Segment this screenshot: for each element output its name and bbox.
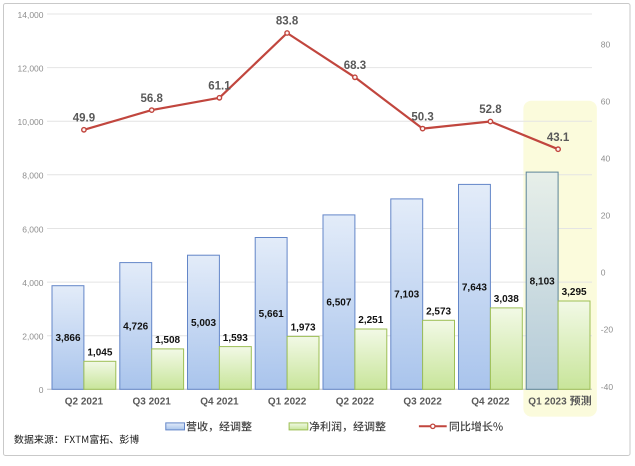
svg-text:60: 60	[601, 96, 611, 106]
svg-text:5,003: 5,003	[191, 318, 216, 329]
svg-text:8,000: 8,000	[22, 171, 44, 181]
svg-text:1,508: 1,508	[155, 335, 180, 346]
svg-text:12,000: 12,000	[18, 63, 44, 73]
svg-text:0: 0	[601, 268, 606, 278]
svg-text:2,251: 2,251	[358, 315, 383, 326]
svg-text:1,045: 1,045	[87, 348, 112, 359]
svg-text:6,507: 6,507	[326, 298, 351, 309]
svg-text:68.3: 68.3	[344, 60, 366, 72]
svg-text:7,643: 7,643	[462, 283, 487, 294]
svg-text:Q3 2022: Q3 2022	[403, 397, 442, 408]
svg-text:-20: -20	[601, 325, 614, 335]
svg-text:6,000: 6,000	[22, 224, 44, 234]
svg-text:10,000: 10,000	[18, 117, 44, 127]
svg-text:56.8: 56.8	[141, 93, 164, 105]
svg-text:Q4 2022: Q4 2022	[471, 397, 510, 408]
svg-text:Q2 2022: Q2 2022	[336, 397, 375, 408]
svg-text:-40: -40	[601, 382, 614, 392]
svg-text:61.1: 61.1	[208, 81, 231, 93]
svg-text:83.8: 83.8	[276, 16, 299, 28]
svg-text:1,973: 1,973	[291, 323, 316, 334]
svg-text:8,103: 8,103	[530, 276, 555, 287]
svg-text:43.1: 43.1	[547, 132, 570, 144]
svg-text:2,000: 2,000	[22, 332, 44, 342]
svg-text:3,866: 3,866	[55, 333, 80, 344]
svg-text:Q3 2021: Q3 2021	[133, 397, 172, 408]
svg-text:20: 20	[601, 211, 611, 221]
svg-text:50.3: 50.3	[411, 111, 433, 123]
svg-text:Q1 2023: Q1 2023	[528, 397, 567, 408]
svg-text:40: 40	[601, 153, 611, 163]
svg-text:0: 0	[39, 385, 44, 395]
svg-text:52.8: 52.8	[479, 104, 502, 116]
svg-text:4,000: 4,000	[22, 278, 44, 288]
svg-text:3,295: 3,295	[562, 287, 587, 298]
svg-text:2,573: 2,573	[426, 307, 451, 318]
svg-text:80: 80	[601, 39, 611, 49]
svg-text:Q4 2021: Q4 2021	[200, 397, 239, 408]
svg-text:4,726: 4,726	[123, 322, 148, 333]
svg-text:7,103: 7,103	[394, 290, 419, 301]
svg-text:Q1 2022: Q1 2022	[268, 397, 307, 408]
svg-text:49.9: 49.9	[73, 113, 95, 125]
svg-text:14,000: 14,000	[18, 10, 44, 20]
svg-text:5,661: 5,661	[259, 309, 284, 320]
svg-text:3,038: 3,038	[494, 294, 519, 305]
svg-text:1,593: 1,593	[223, 333, 248, 344]
svg-text:Q2 2021: Q2 2021	[65, 397, 104, 408]
